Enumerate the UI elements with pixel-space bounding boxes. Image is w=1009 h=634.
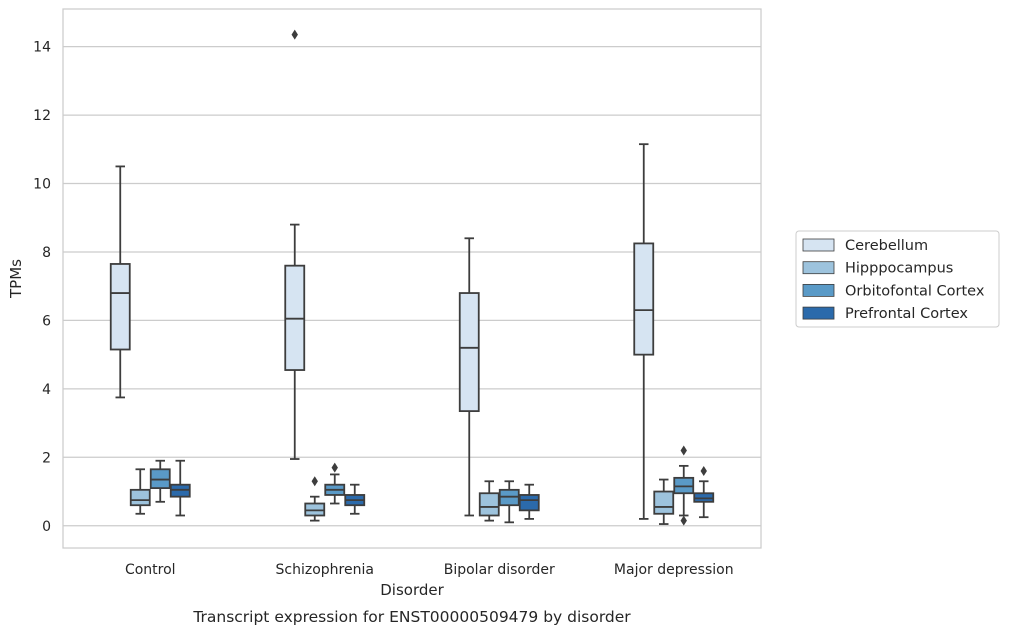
y-tick-labels: 0 2 4 6 8 10 12 14 [33,40,51,535]
box [653,478,675,525]
box-body [478,492,500,517]
box [478,480,500,522]
outlier-point [311,476,318,487]
box-body [518,494,540,512]
box-body [458,292,480,413]
legend-label: Hipppocampus [845,261,953,277]
x-axis-label: Disorder [380,581,444,599]
box-body [109,263,131,351]
y-axis-label: TPMs [7,259,25,299]
y-tick-label-2: 2 [42,450,51,466]
box-body [633,242,655,356]
box [304,476,326,522]
y-tick-label-0: 0 [42,519,51,535]
legend: Cerebellum Hipppocampus Orbitofontal Corte… [795,230,1000,328]
chart-caption: Transcript expression for ENST0000050947… [192,608,631,626]
box [109,165,131,399]
box [458,237,480,517]
legend-label: Prefrontal Cortex [845,306,968,322]
box [284,29,306,460]
box [673,445,695,526]
y-tick-label-12: 12 [33,108,51,124]
box [129,468,151,515]
y-tick-label-10: 10 [33,177,51,193]
box [693,466,715,519]
box [169,459,191,517]
box [518,483,540,520]
legend-label: Orbitofontal Cortex [845,283,985,299]
box [633,143,655,520]
plot-frame [62,8,762,549]
box [324,462,346,505]
box [498,480,520,524]
legend-swatch [802,261,835,275]
outlier-point [291,29,298,40]
outlier-point [331,462,338,473]
box-plot-series [109,29,715,526]
legend-box [795,230,1000,328]
x-tick-label: Bipolar disorder [444,562,555,578]
x-tick-label: Control [125,562,176,578]
legend-swatch [802,238,835,252]
legend-swatch [802,306,835,320]
box [344,483,366,515]
y-tick-label-4: 4 [42,382,51,398]
y-tick-label-14: 14 [33,40,51,56]
grid-lines [63,46,761,527]
legend-swatch [802,283,835,297]
x-tick-label: Major depression [614,562,734,578]
box-body [129,488,151,507]
x-tick-label: Schizophrenia [276,562,374,578]
outlier-point [680,515,687,526]
outlier-point [700,466,707,476]
y-tick-label-6: 6 [42,313,51,329]
legend-label: Cerebellum [845,238,928,254]
x-tick-labels: Control Schizophrenia Bipolar disorder Majo… [125,562,734,578]
box-body [653,490,675,515]
box [149,459,171,503]
y-tick-label-8: 8 [42,245,51,261]
outlier-point [680,445,687,456]
